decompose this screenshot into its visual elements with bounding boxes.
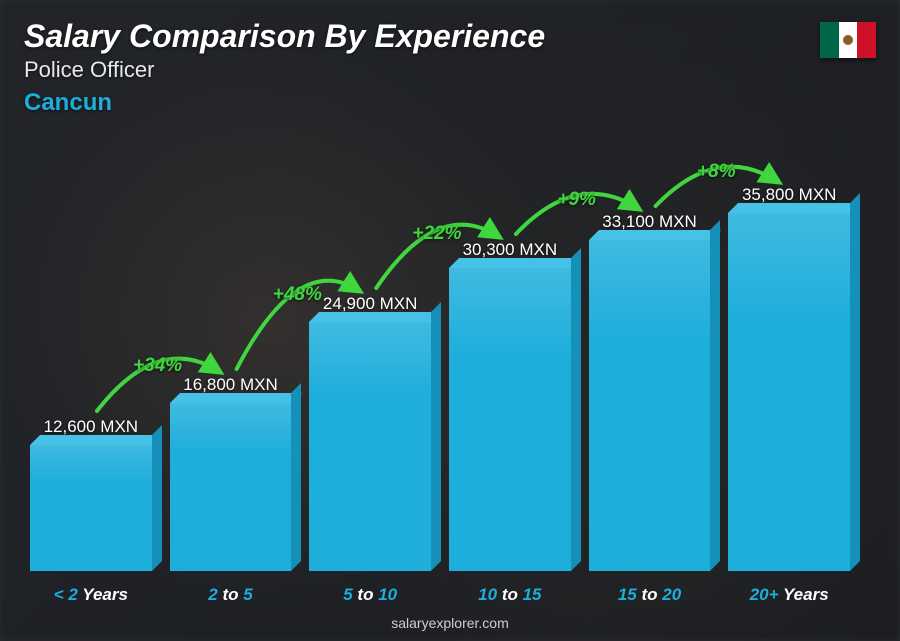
bar: [170, 403, 292, 571]
bar-group: 12,600 MXN: [30, 417, 152, 571]
bar-group: 16,800 MXN: [170, 375, 292, 571]
bar: [728, 213, 850, 571]
bar-value-label: 24,900 MXN: [323, 294, 418, 314]
bar-group: 24,900 MXN: [309, 294, 431, 571]
increase-label: +8%: [697, 161, 736, 183]
bar: [449, 268, 571, 571]
bar: [589, 240, 711, 571]
bar-value-label: 12,600 MXN: [44, 417, 139, 437]
bar-group: 33,100 MXN: [589, 212, 711, 571]
increase-label: +48%: [273, 284, 322, 306]
increase-label: +22%: [412, 223, 461, 245]
bar-group: 35,800 MXN: [728, 185, 850, 571]
bar-group: 30,300 MXN: [449, 240, 571, 571]
x-axis-label: 5 to 10: [309, 585, 431, 605]
bar: [30, 445, 152, 571]
content-layer: Salary Comparison By Experience Police O…: [0, 0, 900, 641]
x-axis-label: < 2 Years: [30, 585, 152, 605]
x-axis-label: 20+ Years: [728, 585, 850, 605]
mexico-flag-icon: [820, 22, 876, 58]
footer-credit: salaryexplorer.com: [0, 615, 900, 631]
bar-value-label: 33,100 MXN: [602, 212, 697, 232]
x-axis-label: 2 to 5: [170, 585, 292, 605]
increase-label: +9%: [557, 189, 596, 211]
x-axis-labels: < 2 Years 2 to 5 5 to 10 10 to 15 15 to 20 20…: [30, 585, 850, 605]
chart-title: Salary Comparison By Experience: [24, 18, 545, 55]
bar-value-label: 30,300 MXN: [463, 240, 558, 260]
bar: [309, 322, 431, 571]
x-axis-label: 15 to 20: [589, 585, 711, 605]
bar-chart: 12,600 MXN 16,800 MXN 24,900 MXN 30,300 …: [30, 140, 850, 571]
x-axis-label: 10 to 15: [449, 585, 571, 605]
increase-label: +34%: [133, 355, 182, 377]
bar-value-label: 16,800 MXN: [183, 375, 278, 395]
bar-value-label: 35,800 MXN: [742, 185, 837, 205]
